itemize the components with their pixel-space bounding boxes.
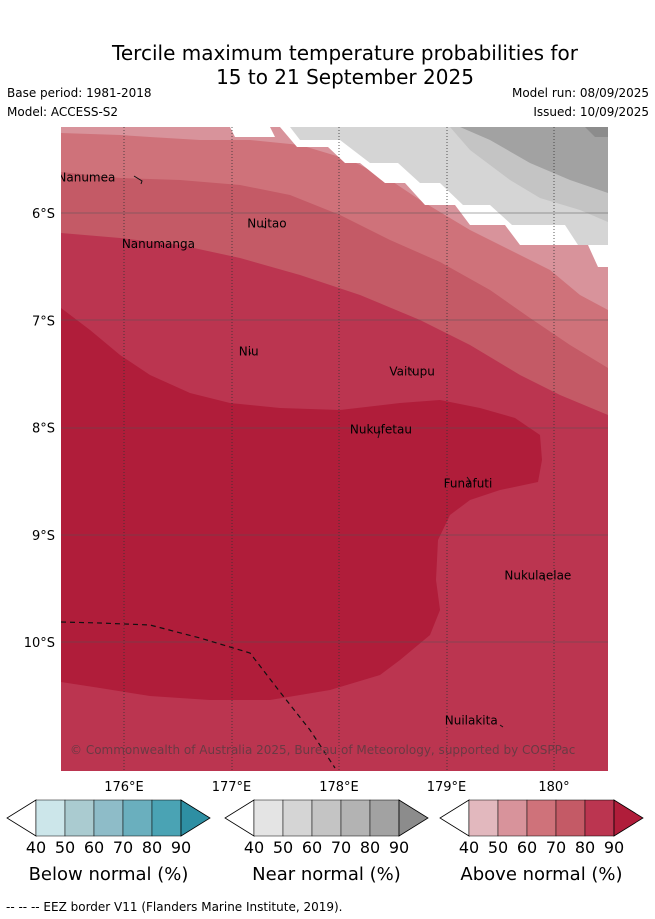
colorbar-tick: 70 — [546, 838, 566, 857]
graticule — [123, 127, 555, 771]
colorbar-min-triangle — [224, 799, 255, 837]
band-near-70 — [460, 127, 608, 193]
colorbar-segment — [151, 799, 182, 837]
issued-date: Issued: 10/09/2025 — [533, 105, 649, 119]
longitude-label: 176°E — [104, 780, 144, 795]
place-label: Niu — [239, 344, 259, 358]
eez-border — [61, 621, 336, 769]
colorbar-segment — [64, 799, 95, 837]
colorbar-segment — [584, 799, 615, 837]
map-title: Tercile maximum temperature probabilitie… — [0, 41, 655, 89]
longitude-labels: 176°E 177°E 178°E 179°E 180° — [104, 780, 569, 795]
colorbars: 40 50 60 70 80 90 Below normal (%) 40 50 60 70 80 90… — [6, 799, 644, 885]
colorbar-max-triangle — [398, 799, 429, 837]
colorbar-segment — [282, 799, 313, 837]
place-label: Nuilakita — [445, 713, 498, 727]
colorbar: 40 50 60 70 80 90 Near normal (%) — [224, 799, 429, 885]
place-label: Vaitupu — [389, 365, 435, 379]
colorbar-tick: 40 — [244, 838, 264, 857]
colorbar-tick: 50 — [55, 838, 75, 857]
latitude-labels: 6°S 7°S 8°S 9°S 10°S — [24, 207, 55, 651]
colorbar-min-triangle — [6, 799, 37, 837]
colorbar-tick: 60 — [517, 838, 537, 857]
colorbar-segment — [468, 799, 499, 837]
place-label: Nanumanga — [122, 237, 195, 251]
colorbar-tick: 70 — [331, 838, 351, 857]
colorbar-tick: 90 — [604, 838, 624, 857]
colorbar-tick: 80 — [142, 838, 162, 857]
colorbar-title: Below normal (%) — [29, 864, 189, 885]
longitude-label: 180° — [538, 780, 569, 795]
colorbar-segment — [93, 799, 124, 837]
band-above-90 — [61, 308, 542, 700]
latitude-label: 6°S — [32, 207, 55, 222]
colorbar-segment — [122, 799, 153, 837]
longitude-label: 178°E — [319, 780, 359, 795]
latitude-label: 9°S — [32, 529, 55, 544]
colorbar-title: Above normal (%) — [460, 864, 622, 885]
colorbar-title: Near normal (%) — [252, 864, 401, 885]
band-near-80 — [585, 127, 608, 137]
colorbar-min-triangle — [439, 799, 470, 837]
place-label: Nukufetau — [350, 423, 412, 437]
eez-footnote: -- -- -- EEZ border V11 (Flanders Marine… — [6, 900, 343, 914]
copyright-note: © Commonwealth of Australia 2025, Bureau… — [70, 743, 575, 757]
colorbar-tick: 40 — [459, 838, 479, 857]
island-shapes — [133, 175, 546, 728]
colorbar-segment — [369, 799, 400, 837]
colorbar: 40 50 60 70 80 90 Below normal (%) — [6, 799, 211, 885]
model-name: Model: ACCESS-S2 — [7, 105, 119, 119]
colorbar-segment — [253, 799, 284, 837]
colorbar-max-triangle — [613, 799, 644, 837]
longitude-label: 177°E — [212, 780, 252, 795]
colorbar-tick: 50 — [488, 838, 508, 857]
colorbar-tick: 90 — [171, 838, 191, 857]
place-label: Nuitao — [247, 217, 286, 231]
latitude-label: 7°S — [32, 314, 55, 329]
colorbar-max-triangle — [180, 799, 211, 837]
place-label: Nanumea — [57, 171, 115, 185]
colorbar-segment — [555, 799, 586, 837]
title-line-1: Tercile maximum temperature probabilitie… — [112, 41, 578, 65]
latitude-lines — [61, 212, 608, 643]
latitude-label: 8°S — [32, 422, 55, 437]
colorbar-tick: 80 — [575, 838, 595, 857]
place-label: Nukulaelae — [504, 569, 571, 583]
colorbar-tick: 60 — [84, 838, 104, 857]
probability-map: Nanumea Nuitao Nanumanga Niu Vaitupu Nukufeta… — [57, 127, 608, 771]
base-period: Base period: 1981-2018 — [7, 86, 152, 100]
title-line-2: 15 to 21 September 2025 — [216, 65, 474, 89]
colorbar-segment — [311, 799, 342, 837]
longitude-label: 179°E — [427, 780, 467, 795]
place-label: Funafuti — [444, 476, 493, 490]
colorbar-tick: 50 — [273, 838, 293, 857]
colorbar-segment — [340, 799, 371, 837]
colorbar-tick: 90 — [389, 838, 409, 857]
colorbar: 40 50 60 70 80 90 Above normal (%) — [439, 799, 644, 885]
latitude-label: 10°S — [24, 636, 55, 651]
colorbar-tick: 70 — [113, 838, 133, 857]
model-run: Model run: 08/09/2025 — [511, 86, 649, 100]
colorbar-tick: 80 — [360, 838, 380, 857]
colorbar-segment — [35, 799, 66, 837]
colorbar-segment — [497, 799, 528, 837]
colorbar-segment — [526, 799, 557, 837]
colorbar-tick: 40 — [26, 838, 46, 857]
colorbar-tick: 60 — [302, 838, 322, 857]
place-labels: Nanumea Nuitao Nanumanga Niu Vaitupu Nukufeta… — [57, 171, 571, 728]
